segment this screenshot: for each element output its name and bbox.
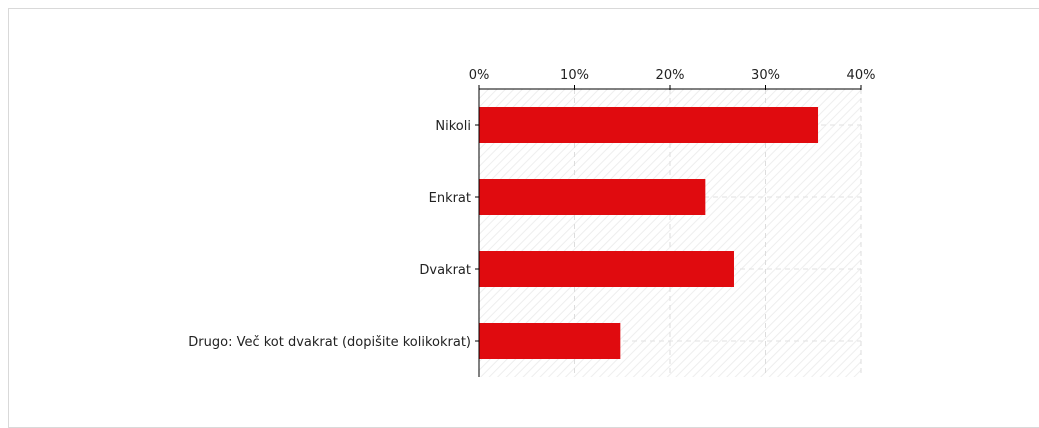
category-label-1: Enkrat — [429, 191, 471, 206]
x-tick-label-30: 30% — [751, 68, 780, 83]
category-label-3: Drugo: Več kot dvakrat (dopišite kolikok… — [188, 335, 471, 350]
category-label-0: Nikoli — [435, 119, 471, 134]
bar-2 — [479, 251, 734, 287]
category-label-2: Dvakrat — [419, 263, 471, 278]
x-tick-label-0: 0% — [469, 68, 490, 83]
bar-0 — [479, 107, 819, 143]
bar-chart: 0% 10% 20% 30% 40% Nikoli Enkrat Dvakrat Drugo:… — [188, 68, 876, 377]
bars — [479, 107, 819, 359]
x-tick-label-10: 10% — [560, 68, 589, 83]
category-labels: Nikoli Enkrat Dvakrat Drugo: Več kot dvakra… — [188, 119, 471, 350]
axes — [475, 85, 862, 377]
x-tick-label-20: 20% — [656, 68, 685, 83]
x-tick-label-40: 40% — [847, 68, 876, 83]
x-tick-labels: 0% 10% 20% 30% 40% — [469, 68, 876, 83]
bar-3 — [479, 323, 621, 359]
bar-1 — [479, 179, 706, 215]
